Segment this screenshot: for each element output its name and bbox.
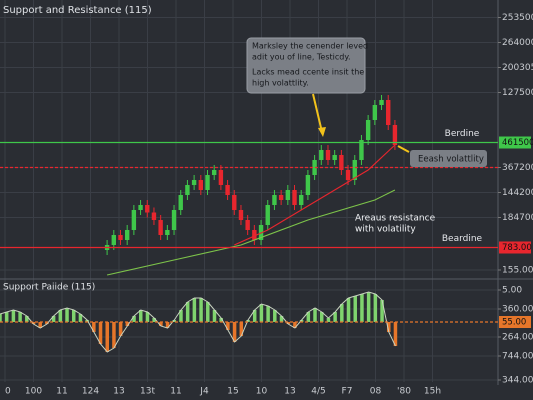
candle-body (232, 195, 237, 210)
candle-body (151, 212, 157, 220)
x-tick-label: 11 (56, 387, 67, 397)
candle-body (312, 160, 317, 175)
callout-text: high volattlity. (252, 79, 309, 88)
candle-body (165, 230, 170, 235)
y-tick-label: 155.000 (502, 266, 533, 276)
price-label: 461500 (502, 138, 533, 148)
candle-body (265, 205, 270, 225)
callout-text: adit you of line, Testicdy. (252, 53, 351, 62)
callout-arrow (312, 93, 323, 133)
candle-body (198, 180, 204, 190)
moving-average (106, 189, 396, 276)
candle-body (359, 140, 364, 160)
candle-body (339, 155, 344, 170)
callout-box (246, 37, 366, 94)
candle-body (379, 100, 384, 105)
candle-body (352, 160, 357, 180)
candle-body (325, 150, 331, 160)
level-label: Berdine (445, 129, 480, 139)
candle-body (218, 170, 224, 185)
x-tick-label: 124 (82, 387, 99, 397)
y-tick-label: 144200 (502, 188, 533, 198)
candle-body (278, 195, 284, 200)
x-tick-label: 15 (227, 387, 238, 397)
y-tick-label: 344.00 (502, 376, 533, 386)
callout-box (410, 150, 487, 167)
candle-body (252, 230, 257, 240)
x-tick-label: J4 (199, 387, 209, 397)
x-tick-label: 15h (424, 387, 441, 397)
y-tick-label: 127500 (502, 88, 533, 98)
y-tick-label: 253500 (502, 13, 533, 23)
chart-title: Support and Resistance (115) (3, 5, 152, 16)
annotation-text: with volatility (355, 225, 416, 235)
x-tick-label: 11 (170, 387, 181, 397)
callout-text: Marksley the cenender leved (252, 42, 368, 51)
callout-arrow (397, 145, 410, 153)
callout-text: Eeash volattlity (418, 155, 484, 165)
candle-body (292, 190, 297, 205)
y-tick-label: 264000 (502, 38, 533, 48)
candle-body (372, 105, 378, 120)
candle-body (305, 175, 311, 195)
x-tick-label: 0 (5, 387, 11, 397)
indicator-panel (0, 291, 398, 353)
candle-body (211, 170, 217, 175)
price-label-box (499, 136, 531, 149)
main-panel (104, 95, 398, 276)
y-tick-label: 184700 (502, 213, 533, 223)
x-tick-label: 10 (256, 387, 268, 397)
candle-body (171, 210, 177, 230)
annotation-text: Areaus resistance (355, 214, 436, 224)
oscillator-line (0, 291, 396, 353)
y-tick-label: 367200 (502, 163, 533, 173)
x-tick-label: 4/5 (311, 387, 325, 397)
candle-body (392, 125, 398, 145)
candle-body (345, 170, 351, 180)
y-tick-label: 5.00 (502, 286, 522, 296)
candle-body (111, 235, 116, 245)
candle-body (205, 175, 210, 190)
candle-body (225, 185, 230, 195)
x-tick-label: 13t (140, 387, 155, 397)
y-tick-label: 360.00 (502, 305, 533, 315)
price-label-box (499, 241, 531, 254)
candle-body (299, 195, 304, 205)
candle-body (131, 210, 137, 230)
y-tick-label: 264.00 (502, 333, 533, 343)
candle-body (118, 235, 123, 240)
candle-body (319, 150, 324, 160)
candle-body (365, 120, 371, 140)
candle-body (285, 190, 291, 200)
x-tick-label: F7 (342, 387, 353, 397)
x-tick-label: 13 (284, 387, 295, 397)
level-label: Beardine (442, 234, 483, 244)
indicator-title: Support Paiide (115) (3, 283, 95, 293)
moving-average (234, 144, 396, 246)
candle-body (272, 195, 277, 205)
y-tick-label: 200305 (502, 63, 533, 73)
price-label: 55.00 (502, 318, 526, 328)
candle-body (138, 205, 143, 210)
arrow-head (318, 127, 326, 137)
price-label: 783.00 (502, 243, 532, 253)
candle-body (191, 180, 197, 185)
candle-body (185, 185, 190, 195)
x-tick-label: 100 (25, 387, 42, 397)
candle-body (332, 155, 337, 160)
candle-body (238, 210, 244, 220)
callout-text: Lacks mead ccente insit the (252, 68, 364, 77)
y-tick-label: 744.00 (502, 352, 533, 362)
candle-body (245, 220, 250, 230)
price-label-box (499, 316, 531, 328)
candle-body (124, 230, 130, 240)
x-tick-label: 08 (370, 387, 382, 397)
candle-body (145, 205, 150, 213)
x-tick-label: 13 (113, 387, 124, 397)
x-tick-label: '80 (397, 387, 411, 397)
candle-body (386, 100, 391, 125)
candle-body (158, 220, 163, 235)
candle-body (178, 195, 183, 210)
